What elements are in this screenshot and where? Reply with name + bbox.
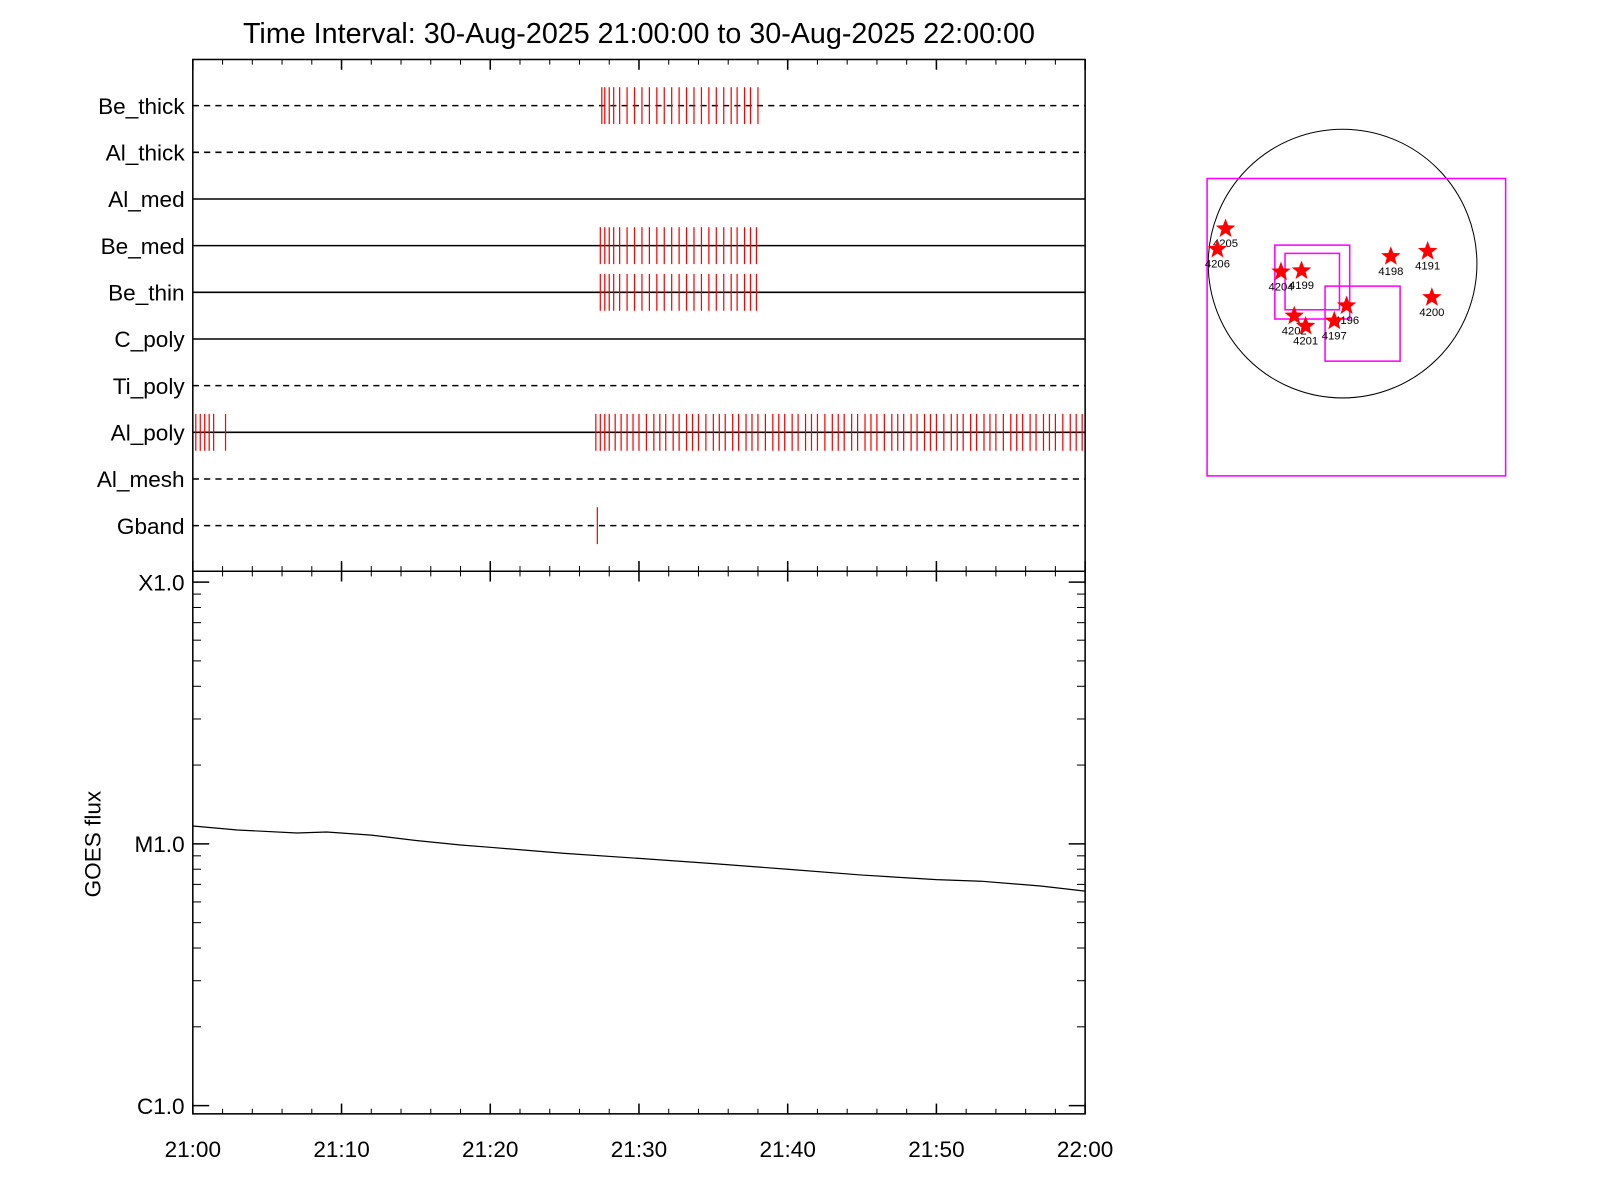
region-label: 4202 <box>1282 325 1307 337</box>
pointing-box <box>1284 252 1341 311</box>
x-tick-label: 22:00 <box>1057 1137 1113 1162</box>
row-label: Be_thin <box>108 281 184 306</box>
row-label: Ti_poly <box>113 374 186 399</box>
x-tick-label: 21:30 <box>611 1137 667 1162</box>
region-label: 4198 <box>1378 266 1403 278</box>
region-label: 4201 <box>1293 336 1318 348</box>
region-label: 4204 <box>1268 281 1293 293</box>
solar-disk <box>1207 128 1478 399</box>
region-label: 4191 <box>1415 261 1440 273</box>
row-label: Al_med <box>108 187 184 212</box>
y-tick-label: X1.0 <box>138 570 184 595</box>
pointing-box <box>1324 285 1401 362</box>
pointing-box <box>1274 244 1351 320</box>
row-label: Be_thick <box>98 94 185 119</box>
y-tick-label: C1.0 <box>137 1094 185 1119</box>
row-label: C_poly <box>114 327 185 352</box>
region-label: 4197 <box>1322 330 1347 342</box>
row-label: Al_mesh <box>97 467 185 492</box>
region-star <box>1324 310 1345 330</box>
region-label: 4200 <box>1419 307 1444 319</box>
region-star <box>1336 295 1357 315</box>
row-label: Gband <box>117 514 185 539</box>
region-star <box>1271 261 1291 281</box>
region-star <box>1291 260 1312 280</box>
x-tick-label: 21:20 <box>462 1137 518 1162</box>
region-star <box>1284 305 1305 325</box>
region-label: 4206 <box>1205 259 1230 271</box>
x-tick-label: 21:10 <box>313 1137 369 1162</box>
row-label: Al_thick <box>106 141 186 166</box>
pointing-box <box>1206 177 1507 477</box>
chart-title: Time Interval: 30-Aug-2025 21:00:00 to 3… <box>243 18 1035 50</box>
region-label: 4199 <box>1289 280 1314 292</box>
flux-line <box>192 825 1086 892</box>
x-tick-label: 21:50 <box>908 1137 964 1162</box>
region-star <box>1381 246 1401 265</box>
region-star <box>1417 241 1438 260</box>
y-tick-label: M1.0 <box>134 832 184 857</box>
region-star <box>1207 238 1228 258</box>
region-star <box>1215 218 1236 238</box>
y-axis-label: GOES flux <box>81 790 106 897</box>
region-star <box>1295 315 1316 335</box>
x-tick-label: 21:40 <box>759 1137 815 1162</box>
row-label: Be_med <box>101 234 185 259</box>
row-label: Al_poly <box>111 421 186 446</box>
x-tick-label: 21:00 <box>165 1137 221 1162</box>
region-star <box>1422 287 1442 306</box>
